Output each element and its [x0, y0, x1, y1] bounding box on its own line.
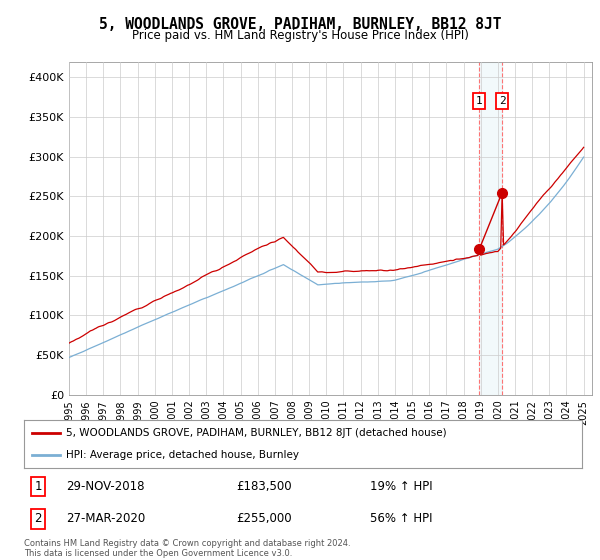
- Text: HPI: Average price, detached house, Burnley: HPI: Average price, detached house, Burn…: [66, 450, 299, 460]
- Text: 5, WOODLANDS GROVE, PADIHAM, BURNLEY, BB12 8JT (detached house): 5, WOODLANDS GROVE, PADIHAM, BURNLEY, BB…: [66, 428, 446, 438]
- Text: 56% ↑ HPI: 56% ↑ HPI: [370, 512, 433, 525]
- Text: 1: 1: [476, 96, 482, 106]
- Text: £255,000: £255,000: [236, 512, 292, 525]
- Text: Contains HM Land Registry data © Crown copyright and database right 2024.
This d: Contains HM Land Registry data © Crown c…: [24, 539, 350, 558]
- Bar: [479, 62, 502, 395]
- Text: 27-MAR-2020: 27-MAR-2020: [66, 512, 145, 525]
- Text: 29-NOV-2018: 29-NOV-2018: [66, 480, 145, 493]
- Text: Price paid vs. HM Land Registry's House Price Index (HPI): Price paid vs. HM Land Registry's House …: [131, 29, 469, 42]
- Text: 1: 1: [34, 480, 42, 493]
- Text: 2: 2: [34, 512, 42, 525]
- Text: 5, WOODLANDS GROVE, PADIHAM, BURNLEY, BB12 8JT: 5, WOODLANDS GROVE, PADIHAM, BURNLEY, BB…: [99, 17, 501, 32]
- Text: 19% ↑ HPI: 19% ↑ HPI: [370, 480, 433, 493]
- Text: £183,500: £183,500: [236, 480, 292, 493]
- Text: 2: 2: [499, 96, 506, 106]
